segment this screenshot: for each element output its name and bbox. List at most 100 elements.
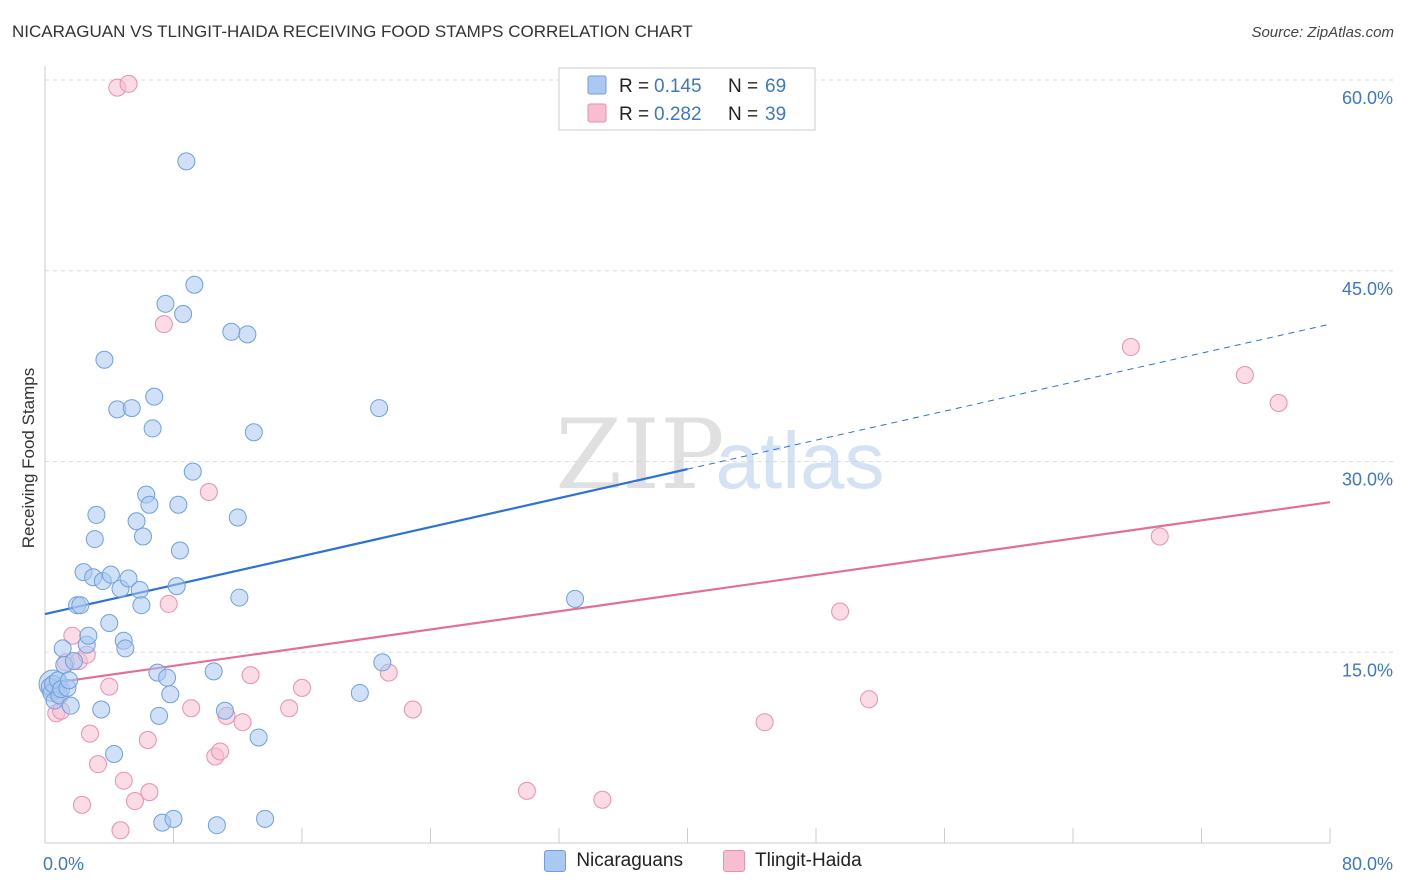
tlingit-haida-trend-line: [44, 501, 1331, 686]
nicaraguans-point: [161, 685, 180, 704]
nicaraguans-point: [143, 419, 162, 438]
series-legend: Nicaraguans Tlingit-Haida: [0, 850, 1406, 872]
tlingit-haida-point: [111, 821, 130, 840]
tlingit-haida-point: [280, 699, 299, 718]
nicaraguans-point: [132, 596, 151, 615]
nicaraguans-point: [370, 399, 389, 418]
legend-n-value: 39: [765, 104, 786, 125]
nicaraguans-point: [95, 350, 114, 369]
x-tick-label: 80.0%: [1342, 854, 1393, 874]
source-label: Source: ZipAtlas.com: [1251, 24, 1394, 41]
tlingit-haida-point: [182, 699, 201, 718]
tlingit-haida-point: [80, 724, 99, 743]
grid-lines: [45, 79, 1395, 653]
legend-n-value: 69: [765, 76, 786, 97]
legend-n-label: N =: [728, 104, 758, 125]
nicaraguans-point: [256, 809, 275, 828]
tlingit-haida-point: [403, 700, 422, 719]
nicaraguans-point: [183, 462, 202, 481]
nicaraguans-point: [169, 495, 188, 514]
legend-swatch-blue: [587, 75, 607, 95]
nicaraguans-point: [174, 304, 193, 323]
nicaraguans-point: [130, 580, 149, 599]
legend-r-value: 0.282: [654, 104, 702, 125]
legend-swatch-pink: [587, 103, 607, 123]
tlingit-haida-point: [140, 783, 159, 802]
tlingit-haida-point: [100, 677, 119, 696]
nicaraguans-points: [38, 152, 585, 835]
legend-r-label: R =: [619, 104, 649, 125]
tlingit-haida-point: [755, 713, 774, 732]
tlingit-haida-point: [233, 713, 252, 732]
nicaraguans-point: [204, 662, 223, 681]
tlingit-haida-point: [154, 315, 173, 334]
nicaraguans-point: [61, 696, 80, 715]
tlingit-haida-point: [1235, 366, 1254, 385]
tlingit-haida-point: [138, 730, 157, 749]
nicaraguans-point: [222, 322, 241, 341]
nicaraguans-point: [238, 325, 257, 344]
nicaraguans-point: [167, 577, 186, 596]
tlingit-haida-point: [211, 742, 230, 761]
tlingit-haida-point: [89, 755, 108, 774]
tlingit-haida-point: [593, 790, 612, 809]
y-tick-label: 60.0%: [1342, 88, 1393, 108]
nicaraguans-trend-line: [44, 468, 688, 616]
tlingit-haida-point: [1121, 338, 1140, 357]
nicaraguans-point: [249, 728, 268, 747]
legend-n-label: N =: [728, 76, 758, 97]
tlingit-haida-point: [114, 771, 133, 790]
nicaraguans-point: [100, 614, 119, 633]
nicaraguans-point: [244, 423, 263, 442]
nicaraguans-point: [230, 588, 249, 607]
nicaraguans-point: [64, 652, 83, 671]
nicaraguans-point: [177, 152, 196, 171]
watermark: ZIP atlas: [555, 399, 884, 511]
nicaraguans-point: [170, 541, 189, 560]
nicaraguans-point: [350, 683, 369, 702]
tlingit-haida-point: [241, 666, 260, 685]
nicaraguans-point: [185, 275, 204, 294]
nicaraguans-point: [228, 508, 247, 527]
tlingit-haida-point: [1150, 527, 1169, 546]
nicaraguans-point: [133, 527, 152, 546]
chart-title: NICARAGUAN VS TLINGIT-HAIDA RECEIVING FO…: [12, 22, 693, 41]
nicaraguans-point: [85, 530, 104, 549]
nicaraguans-point: [140, 495, 159, 514]
tlingit-haida-point: [125, 792, 144, 811]
nicaraguans-point: [127, 512, 146, 531]
legend-label-tlingit-haida: Tlingit-Haida: [755, 850, 862, 871]
nicaraguans-point: [156, 294, 175, 313]
tlingit-haida-point: [293, 678, 311, 697]
watermark-atlas: atlas: [716, 416, 885, 505]
tlingit-haida-point: [831, 602, 850, 621]
trend-lines: [44, 323, 1331, 686]
nicaraguans-point: [101, 565, 120, 584]
nicaraguans-point: [79, 626, 98, 645]
nicaraguans-point: [145, 387, 164, 406]
tlingit-haida-point: [860, 690, 879, 709]
y-tick-label: 45.0%: [1342, 279, 1393, 299]
nicaraguans-point: [119, 569, 138, 588]
nicaraguans-point: [60, 671, 79, 690]
legend-label-nicaraguans: Nicaraguans: [576, 850, 683, 871]
tlingit-haida-point: [159, 594, 178, 613]
legend-r-value: 0.145: [654, 76, 702, 97]
tlingit-haida-swatch: [723, 850, 745, 872]
legend-item-tlingit-haida: Tlingit-Haida: [723, 850, 862, 872]
axes: [44, 66, 1331, 844]
nicaraguans-point: [105, 744, 124, 763]
correlation-legend: R = 0.145 N = 69 R = 0.282 N = 39: [558, 67, 816, 131]
tlingit-haida-point: [199, 483, 218, 502]
nicaraguans-point: [150, 706, 169, 725]
nicaraguans-point: [92, 700, 111, 719]
tlingit-haida-point: [1269, 394, 1288, 413]
nicaraguans-point: [215, 701, 234, 720]
legend-r-label: R =: [619, 76, 649, 97]
tlingit-haida-point: [72, 795, 91, 814]
y-axis-title: Receiving Food Stamps: [19, 368, 38, 548]
nicaraguans-point: [566, 589, 585, 608]
y-tick-label: 15.0%: [1342, 660, 1393, 680]
tlingit-haida-point: [119, 74, 138, 93]
